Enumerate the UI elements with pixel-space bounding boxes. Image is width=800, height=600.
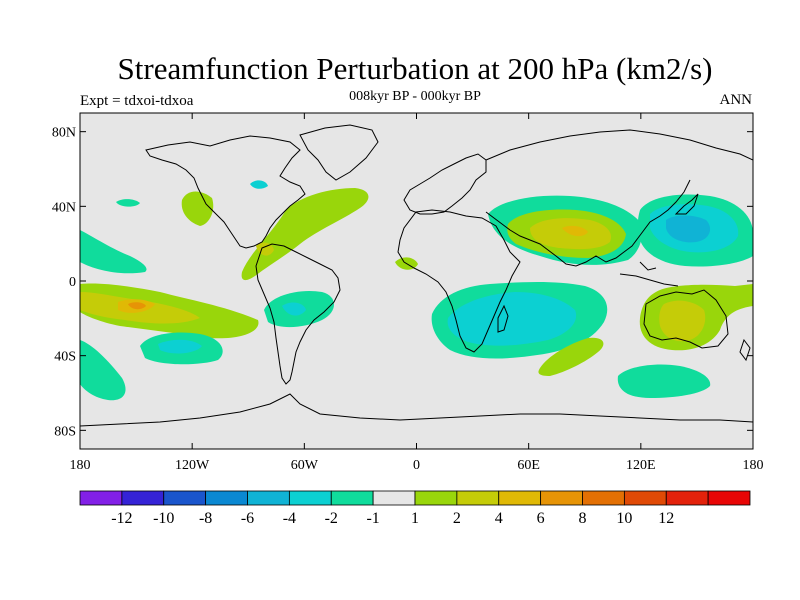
colorbar-swatch xyxy=(623,490,667,506)
lon-tick-label: 120E xyxy=(626,458,656,473)
colorbar-label: -4 xyxy=(283,510,296,527)
coastline-north-america xyxy=(145,135,306,249)
anomaly-region-neg1 xyxy=(80,230,147,274)
colorbar-label: 2 xyxy=(453,510,461,527)
coastline-indonesia xyxy=(619,261,679,287)
colorbar-swatch xyxy=(540,490,583,506)
coastline-australia xyxy=(643,289,729,349)
colorbar-swatch xyxy=(79,490,123,506)
lon-axis: 180 120W 60W 0 60E 120E 180 xyxy=(70,113,764,473)
lon-tick-label: 180 xyxy=(70,458,91,473)
colorbar-swatch xyxy=(498,490,542,506)
lon-tick-label: 60W xyxy=(291,458,319,473)
anomaly-region-neg2 xyxy=(447,292,577,346)
colorbar-label: 4 xyxy=(495,510,503,527)
coastline-layer xyxy=(80,124,753,427)
map-title: Streamfunction Perturbation at 200 hPa (… xyxy=(117,51,713,86)
lat-tick-label: 40S xyxy=(54,350,76,365)
lat-tick-label: 0 xyxy=(69,275,76,290)
anomaly-region-pos1 xyxy=(181,191,214,226)
colorbar-swatch xyxy=(582,490,625,506)
colorbar-swatch xyxy=(414,490,458,506)
lat-axis: 80N 40N 0 40S 80S xyxy=(52,126,753,439)
colorbar-swatch xyxy=(372,490,416,506)
colorbar-label: -6 xyxy=(241,510,254,527)
colorbar-label: 6 xyxy=(537,510,545,527)
anomaly-region-neg2 xyxy=(158,339,202,354)
colorbar-swatch xyxy=(163,490,207,506)
coastline-antarctica xyxy=(80,393,753,427)
lon-tick-label: 120W xyxy=(175,458,210,473)
colorbar-label: 12 xyxy=(658,510,674,527)
contour-fill-layer xyxy=(80,180,753,401)
colorbar: -12 -10 -8 -6 -4 -2 -1 1 2 4 6 8 10 12 xyxy=(79,490,751,527)
colorbar-label: 10 xyxy=(616,510,632,527)
lat-tick-label: 40N xyxy=(52,200,76,215)
lon-tick-label: 60E xyxy=(517,458,540,473)
anomaly-region-neg2 xyxy=(250,180,268,189)
colorbar-label: -10 xyxy=(153,510,174,527)
coastline-japan xyxy=(674,193,699,215)
map-subtitle: 008kyr BP - 000kyr BP xyxy=(349,89,481,104)
colorbar-label: 1 xyxy=(411,510,419,527)
colorbar-swatch xyxy=(288,490,332,506)
anomaly-region-neg4 xyxy=(666,215,711,243)
coastline-madagascar xyxy=(497,304,509,333)
lon-tick-label: 180 xyxy=(743,458,764,473)
anomaly-region-neg1 xyxy=(116,199,140,207)
coastline-africa xyxy=(397,209,521,353)
anomaly-region-pos2 xyxy=(659,300,706,342)
colorbar-label: 8 xyxy=(579,510,587,527)
colorbar-swatch xyxy=(707,490,751,506)
anomaly-region-neg1 xyxy=(617,364,711,398)
colorbar-label: -1 xyxy=(366,510,379,527)
lat-tick-label: 80N xyxy=(52,126,76,141)
colorbar-swatch xyxy=(330,490,374,506)
colorbar-swatch xyxy=(456,490,500,506)
anomaly-region-pos1 xyxy=(538,337,604,376)
coastline-new-zealand xyxy=(739,338,751,362)
anomaly-region-pos6 xyxy=(128,302,146,310)
coastline-south-america xyxy=(255,243,341,385)
lat-tick-label: 80S xyxy=(54,424,76,439)
coastline-greenland xyxy=(299,124,379,181)
anomaly-region-neg2 xyxy=(282,302,306,316)
colorbar-swatch xyxy=(205,490,248,506)
colorbar-label: -12 xyxy=(111,510,132,527)
coastline-asia xyxy=(485,129,753,267)
anomaly-region-pos4 xyxy=(562,225,588,237)
colorbar-swatch xyxy=(121,490,165,506)
colorbar-swatch xyxy=(665,490,709,506)
experiment-label: Expt = tdxoi-tdxoa xyxy=(80,93,194,109)
colorbar-swatch xyxy=(247,490,290,506)
season-label: ANN xyxy=(719,92,753,108)
anomaly-region-pos1 xyxy=(241,188,369,281)
colorbar-label: -8 xyxy=(199,510,212,527)
colorbar-label: -2 xyxy=(325,510,338,527)
lon-tick-label: 0 xyxy=(413,458,420,473)
anomaly-region-neg1 xyxy=(80,340,126,401)
